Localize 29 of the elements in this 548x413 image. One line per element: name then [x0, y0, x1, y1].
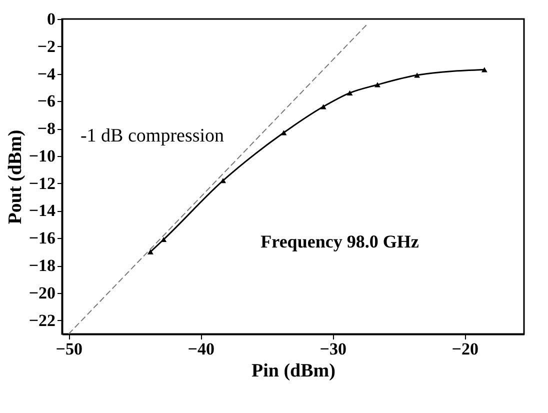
x-tick-label: −50 — [56, 340, 82, 358]
y-tick-label: −2 — [37, 36, 56, 56]
y-tick-label: −4 — [37, 64, 56, 84]
point — [147, 249, 154, 254]
y-tick-label: 0 — [47, 10, 56, 28]
x-tick-label: −20 — [452, 340, 478, 358]
point — [160, 236, 167, 242]
point — [346, 90, 353, 96]
y-tick-label: −14 — [28, 201, 56, 220]
y-tick-label: −22 — [28, 310, 56, 330]
point — [280, 130, 287, 136]
point — [220, 178, 226, 184]
annotation: Frequency 98.0 GHz — [260, 232, 419, 252]
y-tick-label: −20 — [28, 283, 56, 302]
point — [414, 72, 420, 78]
y-tick-label: −8 — [37, 119, 56, 138]
y-axis-title: Pout (dBm) — [4, 130, 26, 224]
y-tick-label: −6 — [37, 92, 56, 111]
x-tick-label: −40 — [188, 340, 214, 358]
point — [481, 67, 488, 72]
point — [374, 82, 380, 88]
y-tick-label: −10 — [28, 146, 56, 166]
x-axis-title: Pin (dBm) — [252, 360, 336, 382]
y-tick-label: −12 — [28, 174, 56, 193]
y-tick-label: −18 — [28, 256, 56, 276]
point — [320, 104, 326, 110]
y-tick-label: −16 — [28, 228, 56, 248]
annotation: -1 dB compression — [80, 126, 225, 147]
x-tick-label: −30 — [320, 340, 346, 358]
